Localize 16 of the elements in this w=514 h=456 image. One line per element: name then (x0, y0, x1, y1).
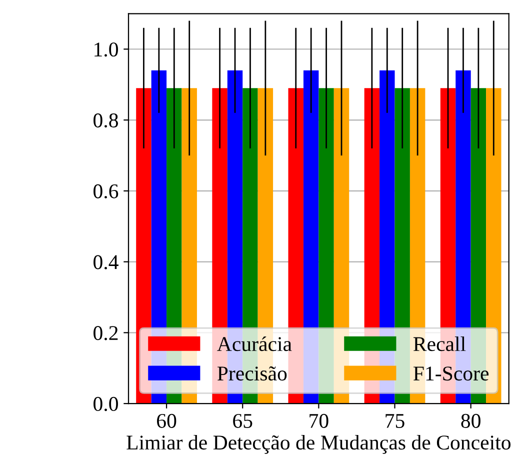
y-tick-label: 0.2 (94, 326, 118, 340)
legend-label: Acurácia (217, 336, 292, 352)
x-tick-label: 75 (386, 414, 404, 428)
x-tick-label: 80 (461, 414, 480, 428)
legend-label: F1-Score (413, 366, 489, 381)
y-tick-label: 1.0 (94, 42, 118, 57)
y-tick-label: 0.6 (94, 184, 118, 198)
y-tick-label: 0.4 (94, 255, 118, 270)
y-tick-label: 0.0 (94, 396, 118, 412)
x-axis-title: Limiar de Detecção de Mudanças de Conceito (126, 434, 511, 454)
x-tick-label: 70 (310, 414, 328, 428)
x-tick-label: 65 (233, 414, 252, 428)
legend-label: Recall (413, 336, 466, 352)
x-tick-label: 60 (157, 414, 176, 428)
y-tick-label: 0.8 (94, 113, 118, 128)
legend-label: Precisão (217, 366, 287, 381)
